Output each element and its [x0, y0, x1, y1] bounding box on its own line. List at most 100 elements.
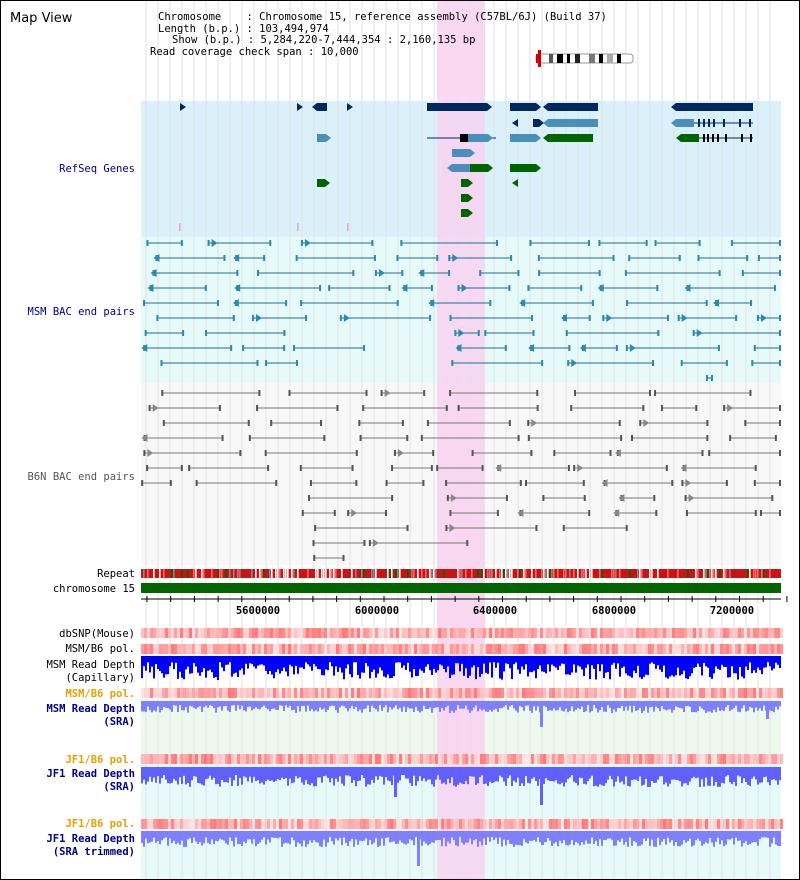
depth-bar — [451, 775, 453, 778]
repeat-element — [591, 569, 593, 578]
label-msm-depth-sra-1[interactable]: MSM Read Depth — [46, 703, 135, 715]
depth-bar — [419, 705, 421, 713]
depth-bar — [465, 775, 467, 781]
depth-bar — [591, 662, 593, 666]
depth-bar — [775, 662, 777, 663]
depth-bar — [251, 837, 253, 844]
heat-cell — [255, 628, 258, 638]
bac-end — [779, 510, 781, 516]
refseq-gene-features[interactable] — [179, 103, 753, 231]
bac-end — [161, 390, 164, 396]
depth-bar — [591, 775, 593, 776]
depth-bar — [759, 837, 761, 840]
depth-bar — [181, 837, 183, 841]
repeat-element — [523, 569, 525, 578]
read-depth-tracks[interactable] — [141, 656, 781, 866]
depth-bar — [649, 775, 651, 787]
repeat-element — [511, 569, 513, 578]
depth-bar — [693, 775, 695, 777]
heat-cell — [183, 644, 186, 654]
depth-bar — [187, 775, 189, 783]
heat-cell — [774, 819, 777, 829]
depth-bar — [461, 705, 463, 709]
heat-cell — [534, 819, 537, 829]
bac-end — [236, 270, 239, 276]
label-msm-b6-pol-1[interactable]: MSM/B6 pol. — [65, 643, 135, 655]
depth-bar — [509, 837, 511, 844]
heat-cell — [711, 819, 714, 829]
heat-cell — [336, 754, 339, 764]
heat-cell — [750, 688, 753, 698]
heat-cell — [639, 754, 642, 764]
depth-bar — [499, 662, 501, 679]
depth-bar — [401, 662, 403, 668]
heat-cell — [294, 819, 297, 829]
label-dbsnp[interactable]: dbSNP(Mouse) — [59, 628, 135, 640]
repeat-element — [641, 569, 643, 578]
repeat-element — [283, 569, 285, 578]
chromosome-ideogram[interactable] — [535, 50, 634, 67]
depth-bar — [713, 837, 715, 847]
label-repeat[interactable]: Repeat — [97, 568, 135, 580]
repeat-track[interactable] — [141, 569, 781, 578]
gene-exon — [703, 119, 705, 127]
bac-end — [620, 435, 623, 441]
depth-bar — [597, 837, 599, 846]
repeat-element — [489, 569, 491, 578]
depth-bar — [537, 775, 539, 786]
depth-bar — [477, 662, 479, 668]
heat-cell — [675, 688, 678, 698]
depth-bar — [489, 775, 491, 782]
depth-bar — [623, 662, 625, 667]
depth-bar — [611, 705, 613, 713]
label-msm-b6-pol-2[interactable]: MSM/B6 pol. — [65, 688, 135, 700]
repeat-element — [551, 569, 553, 578]
depth-bar — [193, 662, 195, 664]
bac-end — [536, 405, 539, 411]
depth-bar — [381, 775, 383, 777]
depth-bar — [433, 837, 435, 843]
b6n-bac-features[interactable] — [141, 389, 781, 561]
gene-exon — [717, 134, 719, 142]
heat-cell — [252, 644, 255, 654]
depth-bar — [161, 837, 163, 841]
label-msm-depth-cap-1[interactable]: MSM Read Depth — [46, 659, 135, 671]
bac-end — [725, 480, 728, 486]
heat-cell — [471, 819, 474, 829]
depth-bar — [699, 775, 701, 787]
depth-bar — [215, 837, 217, 841]
gene-strand-arrow — [312, 103, 317, 111]
depth-bar — [325, 775, 327, 776]
depth-bar — [159, 837, 161, 845]
depth-bar — [609, 662, 611, 680]
depth-bar — [169, 837, 171, 839]
chromosome-bar[interactable] — [141, 583, 781, 593]
highlight-region[interactable] — [437, 1, 485, 879]
heat-cell — [309, 628, 312, 638]
depth-bar — [289, 662, 291, 665]
label-jf1-depth-sra-1[interactable]: JF1 Read Depth — [46, 768, 135, 780]
heat-cell — [708, 628, 711, 638]
repeat-element — [543, 569, 545, 578]
polymorphism-heat-strips[interactable] — [141, 628, 783, 829]
heat-cell — [615, 819, 618, 829]
depth-bar — [585, 662, 587, 668]
label-b6n-bac[interactable]: B6N BAC end pairs — [28, 471, 135, 483]
bac-end-arrow — [147, 449, 154, 457]
label-refseq-genes[interactable]: RefSeq Genes — [59, 163, 135, 175]
msm-bac-features[interactable] — [141, 239, 781, 381]
ruler-tick-6000000: 6000000 — [355, 605, 399, 617]
heat-cell — [678, 644, 681, 654]
label-jf1-b6-pol-1[interactable]: JF1/B6 pol. — [65, 754, 135, 766]
depth-bar — [377, 775, 379, 780]
label-msm-bac[interactable]: MSM BAC end pairs — [28, 306, 135, 318]
label-jf1-b6-pol-2[interactable]: JF1/B6 pol. — [65, 818, 135, 830]
label-jf1-depth-trim-1[interactable]: JF1 Read Depth — [46, 833, 135, 845]
bac-end — [365, 390, 368, 396]
depth-bar — [577, 705, 579, 709]
heat-cell — [525, 819, 528, 829]
heat-cell — [726, 754, 729, 764]
heat-cell — [642, 754, 645, 764]
heat-cell — [219, 688, 222, 698]
heat-cell — [561, 754, 564, 764]
